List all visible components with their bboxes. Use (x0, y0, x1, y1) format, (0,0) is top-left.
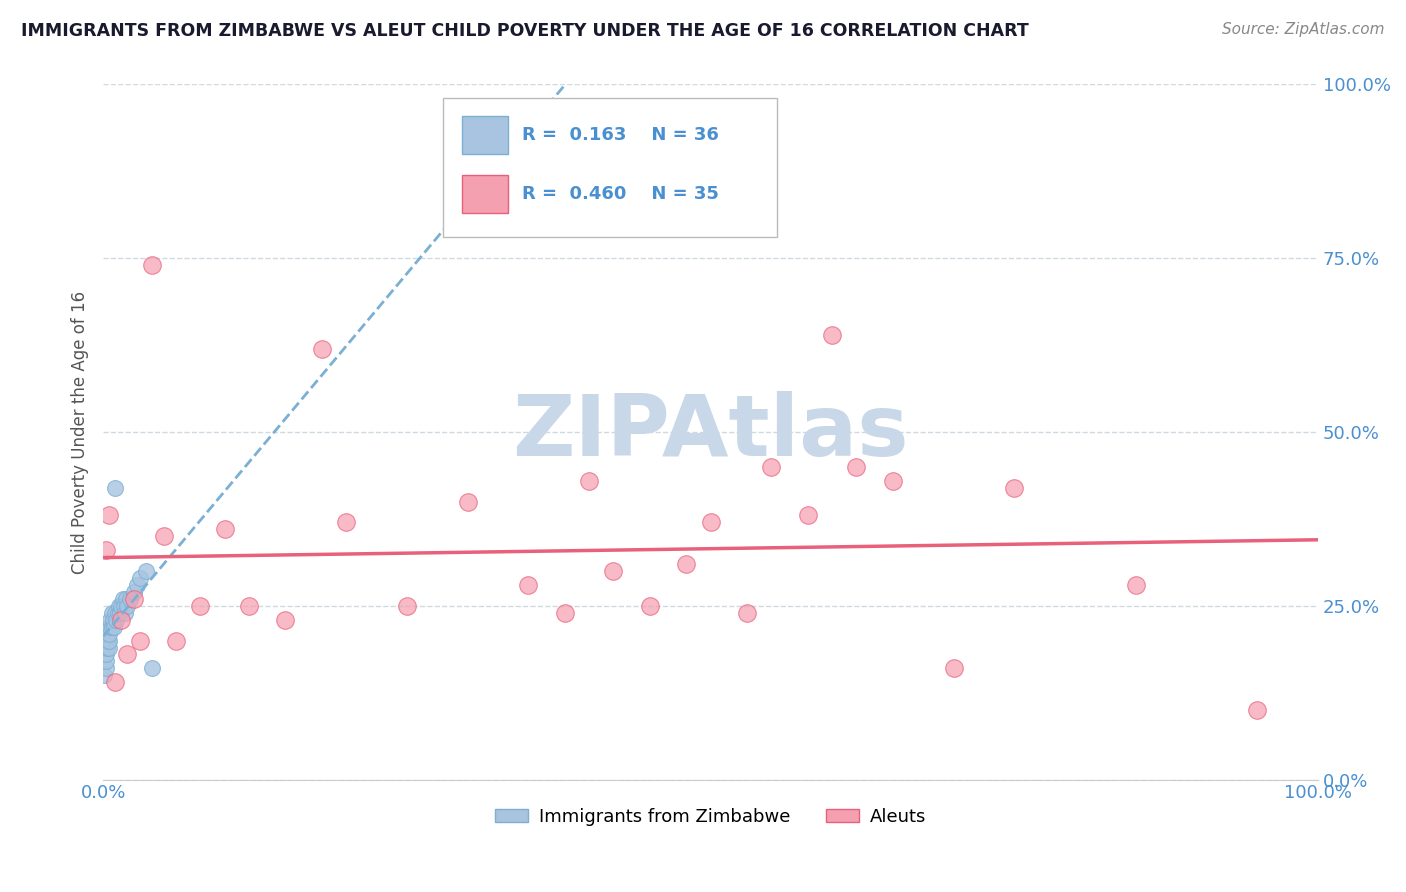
Point (100, 620, 122, 634)
Point (105, 613, 128, 627)
Text: IMMIGRANTS FROM ZIMBABWE VS ALEUT CHILD POVERTY UNDER THE AGE OF 16 CORRELATION : IMMIGRANTS FROM ZIMBABWE VS ALEUT CHILD … (21, 22, 1029, 40)
Point (94, 648, 117, 662)
Point (578, 474, 600, 488)
Point (517, 578, 540, 592)
Text: R =  0.460    N = 35: R = 0.460 N = 35 (522, 185, 720, 202)
Point (122, 585, 145, 599)
Point (1002, 481, 1025, 495)
Point (100, 620, 122, 634)
Point (104, 675, 127, 690)
Point (96, 633, 118, 648)
Point (111, 591, 134, 606)
Point (97, 633, 120, 648)
Point (1125, 578, 1147, 592)
Point (110, 613, 132, 627)
Point (214, 522, 236, 536)
Point (188, 599, 211, 613)
Point (97, 620, 120, 634)
Text: Source: ZipAtlas.com: Source: ZipAtlas.com (1222, 22, 1385, 37)
FancyBboxPatch shape (461, 116, 508, 154)
Point (821, 327, 844, 342)
Point (135, 564, 157, 578)
Point (94, 655, 117, 669)
Point (115, 591, 138, 606)
Point (108, 606, 131, 620)
Point (602, 564, 624, 578)
Point (112, 599, 135, 613)
Point (98, 640, 121, 655)
Point (735, 606, 758, 620)
Point (103, 620, 125, 634)
Legend: Immigrants from Zimbabwe, Aleuts: Immigrants from Zimbabwe, Aleuts (488, 801, 934, 833)
Point (110, 599, 132, 613)
Point (117, 599, 139, 613)
Point (761, 459, 783, 474)
Point (101, 613, 124, 627)
Point (127, 578, 149, 592)
Point (128, 633, 150, 648)
Point (165, 633, 187, 648)
Point (797, 508, 820, 523)
Point (118, 591, 141, 606)
Point (96, 640, 118, 655)
Point (882, 474, 904, 488)
Point (98, 633, 121, 648)
Point (128, 571, 150, 585)
Point (153, 529, 176, 543)
Point (94, 661, 117, 675)
Point (274, 613, 297, 627)
Point (311, 342, 333, 356)
FancyBboxPatch shape (443, 98, 778, 237)
Point (238, 599, 260, 613)
Point (117, 648, 139, 662)
Point (100, 606, 122, 620)
Point (100, 613, 122, 627)
Point (1246, 703, 1268, 717)
Point (845, 459, 868, 474)
Point (699, 516, 721, 530)
Point (395, 599, 418, 613)
Point (93, 668, 115, 682)
Point (457, 494, 479, 508)
Text: R =  0.163    N = 36: R = 0.163 N = 36 (522, 126, 720, 144)
Text: ZIPAtlas: ZIPAtlas (512, 391, 908, 474)
Point (675, 557, 697, 571)
Point (942, 661, 965, 675)
Point (98, 508, 121, 523)
Point (141, 661, 163, 675)
FancyBboxPatch shape (461, 175, 508, 213)
Point (98, 626, 121, 640)
Point (554, 606, 576, 620)
Point (108, 599, 131, 613)
Point (122, 591, 145, 606)
Y-axis label: Child Poverty Under the Age of 16: Child Poverty Under the Age of 16 (72, 291, 89, 574)
Point (104, 481, 127, 495)
Point (638, 599, 661, 613)
Point (107, 606, 129, 620)
Point (114, 606, 136, 620)
Point (96, 626, 118, 640)
Point (335, 516, 357, 530)
Point (104, 606, 127, 620)
Point (141, 258, 163, 272)
Point (94, 543, 117, 558)
